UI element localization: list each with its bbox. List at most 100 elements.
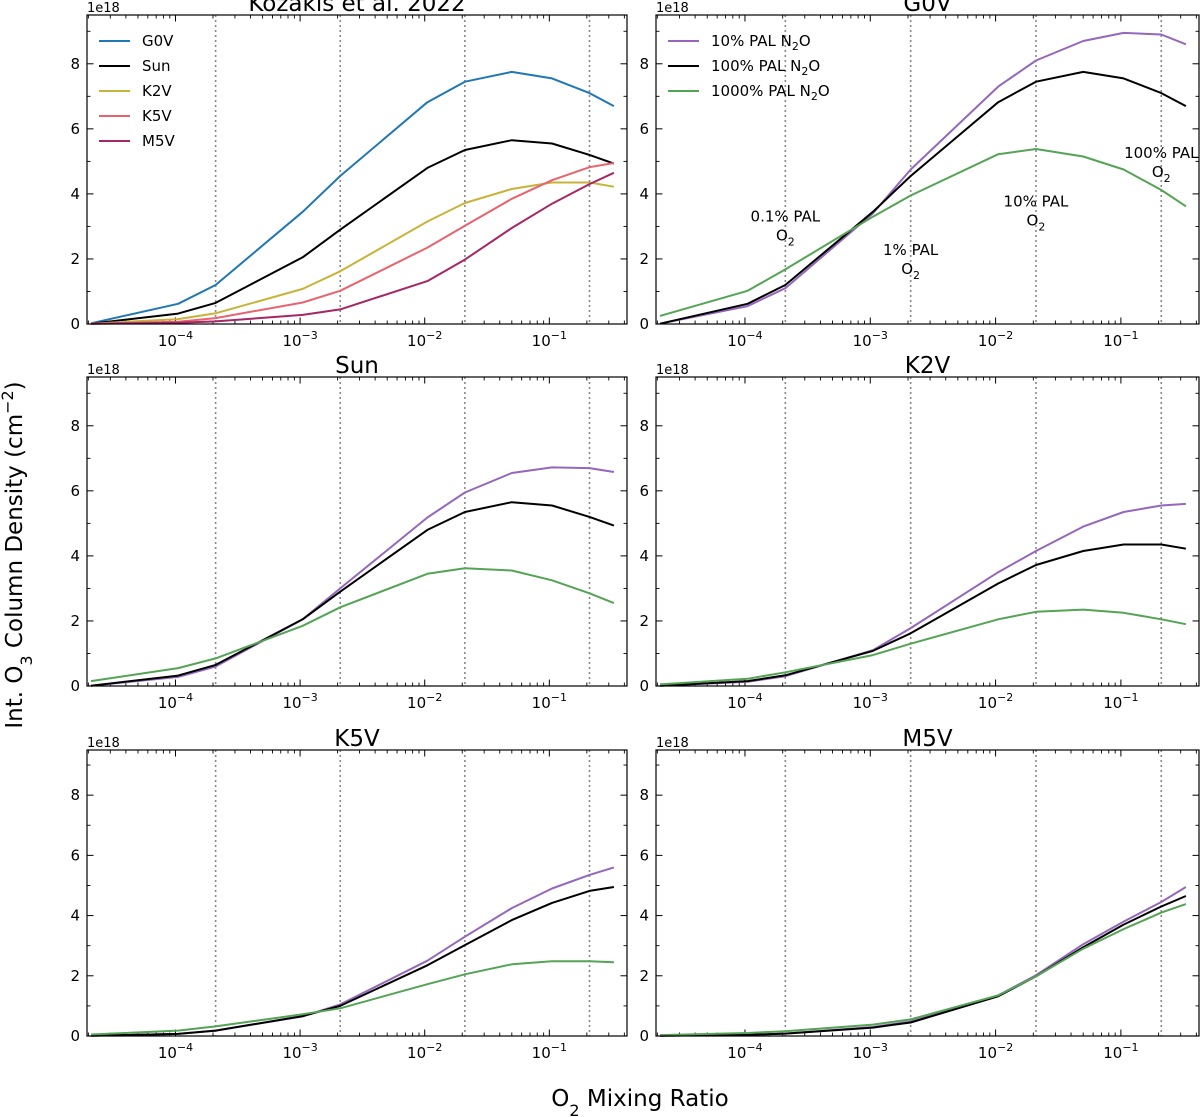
- panel-m5v: M5V 1e18 10−4 10−3 10−2 10−1 0 2 4 6 8: [639, 726, 1200, 1062]
- x-tick-label: 10−2: [978, 1041, 1013, 1062]
- x-tick-label: 10−2: [407, 1041, 442, 1062]
- x-tick-label: 10−2: [407, 691, 442, 712]
- x-tick-label: 10−2: [978, 329, 1013, 350]
- y-tick-label: 8: [639, 786, 649, 804]
- axes-frame: [86, 14, 628, 325]
- x-tick-label: 10−1: [532, 691, 567, 712]
- y-tick-label: 2: [70, 967, 80, 985]
- x-tick-label: 10−3: [853, 691, 888, 712]
- panel-title: Kozakis et al. 2022: [248, 0, 465, 17]
- legend-label: Sun: [142, 57, 171, 75]
- y-axis-label: Int. O3 Column Density (cm−2): [0, 381, 36, 728]
- pal-annotation-o2: O2: [1027, 212, 1046, 234]
- y-exponent-label: 1e18: [87, 1, 120, 16]
- series-line-1: [659, 895, 1187, 1037]
- series-line-1: [659, 70, 1187, 325]
- series-line-2: [659, 148, 1187, 317]
- y-tick-label: 8: [639, 417, 649, 435]
- legend-label: K5V: [142, 107, 172, 125]
- y-exponent-label: 1e18: [656, 1, 689, 16]
- legend-label: M5V: [142, 132, 175, 150]
- y-exponent-label: 1e18: [656, 363, 689, 378]
- series-line-0: [659, 502, 1186, 687]
- y-tick-label: 4: [639, 185, 649, 203]
- series-line-1: [90, 886, 615, 1037]
- y-tick-label: 8: [70, 55, 80, 73]
- series-line-2: [90, 181, 615, 325]
- y-tick-label: 2: [639, 250, 649, 268]
- pal-annotation: 0.1% PAL: [751, 207, 821, 225]
- y-tick-label: 4: [639, 907, 649, 925]
- series-line-0: [90, 866, 615, 1037]
- panel-k2v: K2V 1e18 10−4 10−3 10−2 10−1 0 2 4 6 8: [639, 353, 1200, 712]
- panel-title: G0V: [903, 0, 951, 17]
- y-tick-label: 6: [70, 846, 80, 864]
- y-tick-label: 4: [70, 185, 80, 203]
- x-tick-label: 10−4: [727, 691, 762, 712]
- series-line-0: [90, 466, 615, 687]
- panel-sun: Sun 1e18 10−4 10−3 10−2 10−1 0 2 4 6 8: [70, 353, 628, 712]
- series-line-0: [90, 70, 615, 325]
- x-tick-label: 10−1: [1103, 329, 1138, 350]
- y-tick-label: 6: [639, 482, 649, 500]
- y-tick-label: 2: [639, 612, 649, 630]
- x-tick-label: 10−1: [532, 329, 567, 350]
- x-axis-label: O2 Mixing Ratio: [551, 1086, 728, 1117]
- legend-label: K2V: [142, 82, 172, 100]
- x-tick-label: 10−4: [158, 1041, 193, 1062]
- axes-frame: [86, 749, 628, 1037]
- legend-label: 100% PAL N2O: [711, 57, 820, 78]
- legend-label: 1000% PAL N2O: [711, 82, 830, 103]
- y-tick-label: 2: [70, 250, 80, 268]
- series-line-3: [90, 162, 615, 325]
- y-tick-label: 6: [70, 482, 80, 500]
- panel-title: M5V: [902, 726, 952, 752]
- pal-annotation: 1% PAL: [883, 241, 939, 259]
- panel-title: K2V: [905, 353, 951, 379]
- axes-frame: [655, 376, 1200, 687]
- x-tick-label: 10−3: [853, 1041, 888, 1062]
- series-line-4: [90, 171, 615, 325]
- series-line-2: [90, 567, 615, 683]
- panel-title: K5V: [334, 726, 380, 752]
- x-tick-label: 10−4: [158, 329, 193, 350]
- y-tick-label: 2: [639, 967, 649, 985]
- y-tick-label: 8: [639, 55, 649, 73]
- panel-k5v: K5V 1e18 10−4 10−3 10−2 10−1 0 2 4 6 8: [70, 726, 628, 1062]
- y-exponent-label: 1e18: [87, 363, 120, 378]
- y-tick-label: 6: [70, 120, 80, 138]
- pal-annotation-o2: O2: [901, 260, 920, 282]
- series-line-2: [659, 608, 1187, 686]
- panel-kozakis: Kozakis et al. 2022 1e18 10−4 10−3 10−2 10−1 0…: [70, 0, 628, 350]
- y-tick-label: 6: [639, 846, 649, 864]
- series-line-0: [659, 886, 1187, 1037]
- pal-annotation-o2: O2: [1152, 163, 1171, 185]
- x-tick-label: 10−1: [532, 1041, 567, 1062]
- pal-annotation: 10% PAL: [1004, 193, 1069, 211]
- y-tick-label: 0: [70, 1027, 80, 1045]
- y-tick-label: 0: [639, 315, 649, 333]
- y-exponent-label: 1e18: [656, 736, 689, 751]
- x-tick-label: 10−3: [282, 329, 317, 350]
- x-tick-label: 10−4: [727, 1041, 762, 1062]
- series-line-1: [90, 139, 615, 325]
- y-tick-label: 4: [70, 547, 80, 565]
- x-tick-label: 10−1: [1103, 1041, 1138, 1062]
- x-tick-label: 10−1: [1103, 691, 1138, 712]
- y-tick-label: 8: [70, 786, 80, 804]
- y-tick-label: 4: [70, 907, 80, 925]
- legend-label: G0V: [142, 32, 174, 50]
- legend-label: 10% PAL N2O: [711, 32, 811, 53]
- panel-title: Sun: [335, 353, 379, 379]
- y-tick-label: 8: [70, 417, 80, 435]
- y-exponent-label: 1e18: [87, 736, 120, 751]
- y-tick-label: 0: [70, 677, 80, 695]
- y-tick-label: 6: [639, 120, 649, 138]
- axes-frame: [655, 749, 1200, 1037]
- x-tick-label: 10−4: [158, 691, 193, 712]
- pal-annotation-o2: O2: [776, 226, 795, 248]
- x-tick-label: 10−2: [978, 691, 1013, 712]
- series-line-1: [659, 543, 1187, 687]
- x-tick-label: 10−4: [727, 329, 762, 350]
